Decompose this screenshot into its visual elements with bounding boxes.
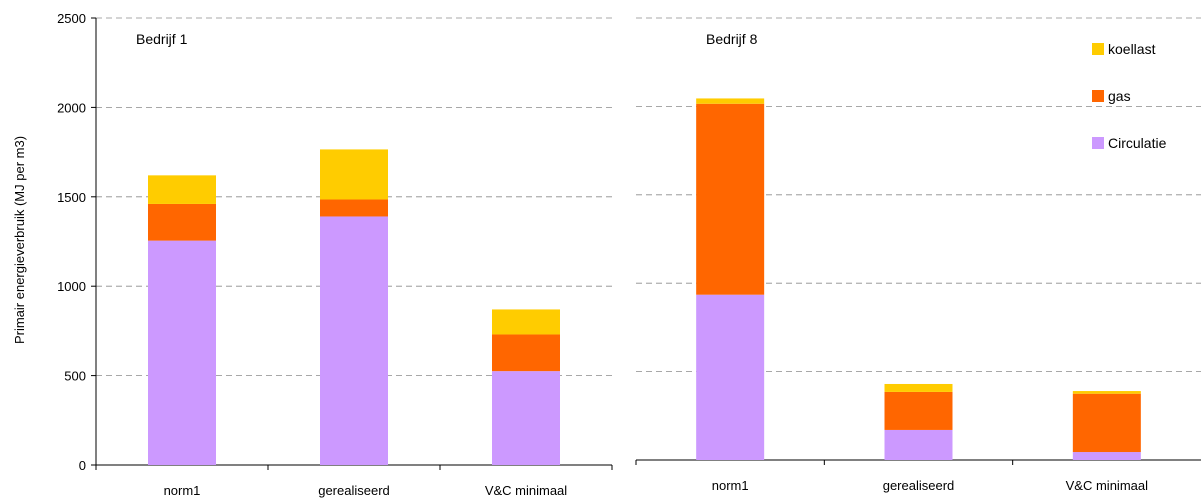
y-axis-label: Primair energieverbruik (MJ per m3) (12, 136, 27, 344)
bar-norm1-gas (696, 103, 765, 295)
legend-swatch-koellast (1092, 43, 1104, 55)
bar-norm1-circulatie (696, 294, 765, 460)
bar-norm1-koellast (148, 175, 216, 204)
legend-swatch-circulatie (1092, 137, 1104, 149)
x-tick-label-gerealiseerd: gerealiseerd (318, 483, 390, 498)
bar-v-c-minimaal-gas (1072, 393, 1141, 453)
bar-gerealiseerd-circulatie (320, 216, 388, 465)
legend-label-koellast: koellast (1108, 41, 1156, 57)
x-tick-label-gerealiseerd: gerealiseerd (883, 478, 955, 493)
y-tick-label-1500: 1500 (57, 190, 86, 205)
chart-annotation: Bedrijf 8 (706, 31, 758, 47)
bar-gerealiseerd-gas (320, 199, 388, 217)
x-tick-label-v-c-minimaal: V&C minimaal (1066, 478, 1148, 493)
chart-bedrijf-1: 0 500 1000 1500 2000 2500 norm1 gerealiseerd V&C… (57, 11, 613, 498)
y-tick-label-0: 0 (79, 458, 86, 473)
y-tick-label-2000: 2000 (57, 100, 86, 115)
bar-v-c-minimaal-gas (492, 334, 560, 372)
bar-v-c-minimaal-circulatie (492, 371, 560, 465)
bar-gerealiseerd-circulatie (884, 429, 953, 460)
x-tick-label-norm1: norm1 (164, 483, 201, 498)
y-tick-label-1000: 1000 (57, 279, 86, 294)
y-tick-label-500: 500 (64, 369, 86, 384)
legend-label-circulatie: Circulatie (1108, 135, 1167, 151)
chart-annotation: Bedrijf 1 (136, 31, 188, 47)
bar-norm1-circulatie (148, 240, 216, 465)
bar-gerealiseerd-koellast (320, 149, 388, 200)
chart-bedrijf-8: norm1 gerealiseerd V&C minimaal Bedrijf 8 ko… (635, 17, 1201, 493)
bar-v-c-minimaal-koellast (1072, 391, 1141, 394)
y-tick-label-2500: 2500 (57, 11, 86, 26)
legend-swatch-gas (1092, 90, 1104, 102)
bar-v-c-minimaal-koellast (492, 309, 560, 335)
bar-gerealiseerd-gas (884, 391, 953, 430)
bar-norm1-gas (148, 203, 216, 241)
x-tick-label-norm1: norm1 (712, 478, 749, 493)
legend-label-gas: gas (1108, 88, 1131, 104)
bar-gerealiseerd-koellast (884, 383, 953, 392)
bar-norm1-koellast (696, 98, 765, 104)
x-tick-label-v-c-minimaal: V&C minimaal (485, 483, 567, 498)
bar-v-c-minimaal-circulatie (1072, 452, 1141, 460)
